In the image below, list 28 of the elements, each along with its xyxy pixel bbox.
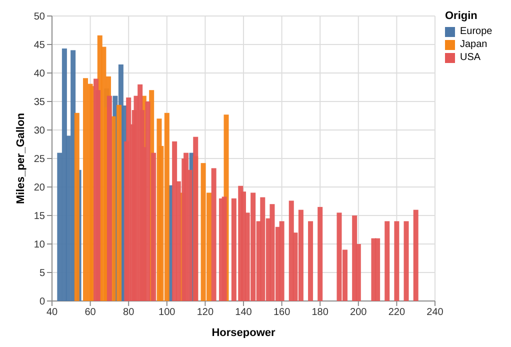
x-tick-label: 120 — [196, 307, 214, 318]
x-axis-title: Horsepower — [212, 327, 276, 339]
y-tick-label: 35 — [34, 97, 46, 108]
y-tick-label: 20 — [34, 182, 46, 194]
y-tick-label: 5 — [39, 268, 46, 280]
y-tick-label: 30 — [34, 126, 46, 137]
legend-title: Origin — [445, 10, 478, 22]
x-tick-label: 140 — [235, 307, 252, 318]
y-tick-label: 0 — [39, 296, 46, 308]
y-tick-label: 45 — [34, 40, 46, 52]
x-tick-label: 200 — [350, 307, 368, 318]
x-tick-label: 40 — [46, 307, 58, 318]
y-axis-title: Miles_per_Gallon — [14, 112, 27, 204]
y-tick-label: 25 — [34, 154, 46, 166]
x-tick-label: 80 — [123, 307, 135, 318]
y-tick-label: 40 — [34, 68, 46, 80]
y-tick-label: 10 — [34, 240, 46, 251]
x-tick-label: 100 — [158, 307, 176, 318]
legend-label: USA — [460, 52, 481, 63]
y-tick-label: 50 — [34, 12, 46, 23]
legend-label: Europe — [460, 26, 492, 37]
x-tick-label: 240 — [426, 307, 444, 318]
x-tick-label: 60 — [84, 307, 96, 318]
legend-label: Japan — [460, 39, 488, 50]
y-tick-label: 15 — [34, 211, 46, 222]
x-tick-label: 220 — [388, 307, 406, 318]
x-tick-label: 160 — [273, 307, 291, 318]
x-tick-label: 180 — [312, 307, 329, 318]
